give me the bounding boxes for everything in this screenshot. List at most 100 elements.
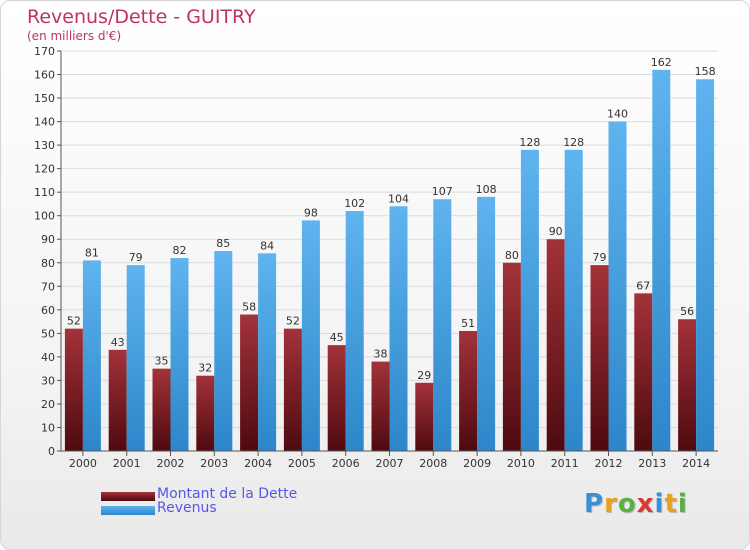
x-tick-label: 2004 xyxy=(244,457,272,470)
legend-swatch-debt xyxy=(101,492,155,501)
logo-letter: r xyxy=(604,489,618,519)
data-label-revenue: 140 xyxy=(607,108,628,121)
bar-revenue xyxy=(126,265,145,451)
data-label-debt: 35 xyxy=(155,355,169,368)
x-tick-label: 2011 xyxy=(551,457,579,470)
data-label-revenue: 82 xyxy=(173,244,187,257)
legend-label-debt: Montant de la Dette xyxy=(157,486,298,502)
x-tick-label: 2007 xyxy=(376,457,404,470)
y-tick-label: 0 xyxy=(48,445,55,458)
bar-revenue xyxy=(520,149,539,451)
bar-debt xyxy=(371,361,390,451)
x-tick-label: 2012 xyxy=(595,457,623,470)
y-tick-label: 60 xyxy=(41,304,55,317)
bar-revenue xyxy=(258,253,277,451)
data-label-revenue: 107 xyxy=(432,185,453,198)
data-label-debt: 79 xyxy=(593,251,607,264)
data-label-revenue: 85 xyxy=(216,237,230,250)
data-label-revenue: 162 xyxy=(651,56,672,69)
y-tick-label: 40 xyxy=(41,351,55,364)
bar-debt xyxy=(546,239,565,451)
bar-debt xyxy=(327,345,346,451)
bars xyxy=(64,69,715,452)
bar-revenue xyxy=(170,258,189,451)
chart-subtitle: (en milliers d'€) xyxy=(27,29,122,43)
x-tick-label: 2005 xyxy=(288,457,316,470)
bar-debt xyxy=(634,293,653,451)
axes: 0 10 20 30 40 50 60 70 80 90 100 110 120 130 140 150 160… xyxy=(34,45,718,470)
y-tick-label: 160 xyxy=(34,69,55,82)
chart-title: Revenus/Dette - GUITRY xyxy=(27,6,256,28)
bar-debt xyxy=(459,331,478,451)
y-tick-label: 20 xyxy=(41,398,55,411)
bar-revenue xyxy=(345,211,364,451)
bar-revenue xyxy=(608,121,627,452)
data-label-debt: 80 xyxy=(505,249,519,262)
x-tick-label: 2013 xyxy=(638,457,666,470)
bar-revenue xyxy=(696,79,715,451)
y-tick-label: 100 xyxy=(34,210,55,223)
data-label-debt: 58 xyxy=(242,301,256,314)
data-label-debt: 45 xyxy=(330,331,344,344)
x-tick-label: 2002 xyxy=(157,457,185,470)
data-label-revenue: 102 xyxy=(344,197,365,210)
x-tick-label: 2000 xyxy=(69,457,97,470)
legend-label-revenue: Revenus xyxy=(157,500,217,516)
bar-revenue xyxy=(301,220,320,451)
data-label-debt: 38 xyxy=(374,348,388,361)
y-tick-label: 70 xyxy=(41,280,55,293)
bar-revenue xyxy=(477,196,496,451)
x-tick-label: 2009 xyxy=(463,457,491,470)
data-label-debt: 56 xyxy=(680,305,694,318)
bar-debt xyxy=(240,314,259,451)
y-tick-label: 150 xyxy=(34,92,55,105)
x-tick-label: 2001 xyxy=(113,457,141,470)
bar-debt xyxy=(108,349,127,451)
data-label-revenue: 158 xyxy=(695,65,716,78)
logo-letter: o xyxy=(617,489,637,519)
y-tick-label: 10 xyxy=(41,421,55,434)
data-label-revenue: 84 xyxy=(260,239,274,252)
y-tick-label: 130 xyxy=(34,139,55,152)
y-tick-label: 50 xyxy=(41,327,55,340)
y-tick-label: 80 xyxy=(41,257,55,270)
logo-letter: P xyxy=(584,489,605,519)
bar-revenue xyxy=(564,149,583,451)
y-tick-label: 120 xyxy=(34,163,55,176)
proxiti-logo: Proxiti xyxy=(584,489,688,519)
y-tick-label: 110 xyxy=(34,186,55,199)
bar-debt xyxy=(415,382,434,451)
x-tick-label: 2008 xyxy=(419,457,447,470)
logo-letter: i xyxy=(654,489,665,519)
bar-debt xyxy=(283,328,302,451)
data-label-revenue: 98 xyxy=(304,206,318,219)
bar-revenue xyxy=(389,206,408,451)
data-label-debt: 52 xyxy=(286,315,300,328)
bar-debt xyxy=(502,262,521,451)
data-label-revenue: 128 xyxy=(519,136,540,149)
bar-revenue xyxy=(652,69,671,451)
data-label-revenue: 104 xyxy=(388,192,409,205)
data-label-debt: 90 xyxy=(549,225,563,238)
bar-debt xyxy=(590,265,609,451)
y-tick-label: 140 xyxy=(34,116,55,129)
bar-debt xyxy=(678,319,697,451)
data-label-revenue: 79 xyxy=(129,251,143,264)
data-label-debt: 43 xyxy=(111,336,125,349)
data-label-revenue: 108 xyxy=(476,183,497,196)
data-label-revenue: 128 xyxy=(563,136,584,149)
logo-letter: i xyxy=(677,489,688,519)
data-label-debt: 29 xyxy=(417,369,431,382)
bar-revenue xyxy=(433,199,452,451)
x-tick-label: 2006 xyxy=(332,457,360,470)
data-label-debt: 67 xyxy=(636,279,650,292)
bar-debt xyxy=(196,375,215,451)
y-tick-label: 30 xyxy=(41,374,55,387)
bar-revenue xyxy=(82,260,101,451)
data-label-debt: 51 xyxy=(461,317,475,330)
bar-debt xyxy=(64,328,83,451)
bar-revenue xyxy=(214,251,233,451)
data-labels: 52 81 43 79 35 82 32 85 58 84 52 98 45 102 38 104 29 107 5… xyxy=(67,56,716,382)
